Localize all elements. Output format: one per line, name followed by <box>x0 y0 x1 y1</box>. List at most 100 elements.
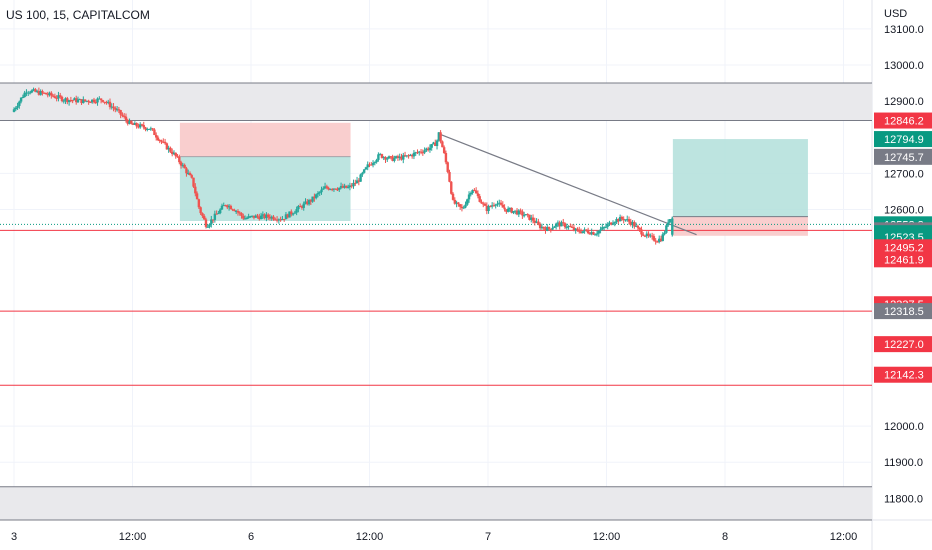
candle-body <box>656 241 659 243</box>
candle-body <box>389 156 393 158</box>
candle-body <box>350 185 353 187</box>
candle-body <box>46 94 49 96</box>
candle-body <box>668 219 672 223</box>
candle-body <box>27 92 30 94</box>
candle-body <box>99 98 103 101</box>
candle-body <box>583 229 586 232</box>
candle-body <box>112 106 115 109</box>
candle-body <box>370 164 373 166</box>
candle-body <box>274 219 277 221</box>
candle-body <box>55 97 58 99</box>
candle-body <box>414 152 417 154</box>
zone-gray <box>0 486 872 520</box>
candle-body <box>565 226 569 228</box>
candle-body <box>626 219 629 221</box>
time-tick-label: 8 <box>722 531 728 543</box>
candle-body <box>339 186 343 188</box>
candle-body <box>382 157 385 159</box>
candle-body <box>44 92 48 95</box>
candle-body <box>23 92 26 98</box>
price-tag <box>874 303 932 320</box>
candle-body <box>160 140 163 142</box>
candle-body <box>327 187 330 190</box>
candle-body <box>210 219 213 225</box>
candle-body <box>307 200 311 205</box>
candle-body <box>114 108 117 110</box>
candle-body <box>165 143 169 150</box>
candle-body <box>526 214 529 216</box>
candle-body <box>204 219 208 227</box>
price-tick-label: 13100.0 <box>884 24 924 36</box>
candle-body <box>73 98 76 101</box>
candle-body <box>631 222 634 225</box>
price-tags: 12846.212794.912745.712558.806:3312542.2… <box>874 112 932 383</box>
candle-body <box>649 235 652 237</box>
time-tick-label: 7 <box>485 531 491 543</box>
candle-body <box>158 140 161 142</box>
candle-body <box>28 92 32 94</box>
candle-body <box>647 233 650 236</box>
candle-body <box>410 154 414 157</box>
candle-body <box>517 210 521 215</box>
candle-body <box>654 240 657 242</box>
candle-body <box>661 234 664 241</box>
candle-body <box>487 206 490 212</box>
candle-body <box>121 114 124 116</box>
candle-body <box>306 201 309 205</box>
candle-body <box>402 155 405 160</box>
candle-body <box>430 144 433 148</box>
candle-body <box>405 155 409 157</box>
candle-body <box>71 100 74 102</box>
candle-body <box>288 211 291 218</box>
candle-body <box>444 153 448 163</box>
candle-body <box>170 151 174 155</box>
candle-body <box>91 99 94 103</box>
candle-body <box>94 102 97 104</box>
candle-body <box>618 216 622 222</box>
candle-body <box>332 188 336 190</box>
candle-body <box>579 231 583 233</box>
candle-body <box>133 123 137 125</box>
candle-body <box>37 90 41 95</box>
candle-body <box>473 189 476 191</box>
candle-body <box>451 193 455 200</box>
candle-body <box>304 201 307 204</box>
candle-body <box>606 224 609 227</box>
candle-body <box>139 124 142 128</box>
candle-body <box>542 226 545 229</box>
candle-body <box>663 232 666 235</box>
price-tick-label: 13000.0 <box>884 60 924 72</box>
candle-body <box>53 96 57 98</box>
candle-body <box>89 101 92 103</box>
candle-body <box>622 218 625 221</box>
candle-body <box>169 147 172 152</box>
candle-body <box>524 214 528 216</box>
price-tag-label: 12745.7 <box>884 152 924 164</box>
price-tag-label: 12142.3 <box>884 370 924 382</box>
candle-body <box>297 206 300 210</box>
candle-body <box>400 156 403 160</box>
candle-body <box>298 206 302 208</box>
candle-body <box>576 228 579 230</box>
candle-body <box>549 228 553 230</box>
candle-body <box>92 99 96 103</box>
candle-body <box>558 222 561 227</box>
candle-body <box>105 102 108 104</box>
candle-body <box>202 215 206 220</box>
candle-body <box>531 217 535 221</box>
candle-body <box>613 222 616 224</box>
candle-body <box>18 101 21 106</box>
candle-body <box>83 99 87 101</box>
candle-body <box>39 91 42 95</box>
candle-body <box>268 217 272 219</box>
candle-body <box>476 193 480 197</box>
candle-body <box>117 109 121 111</box>
candle-body <box>137 126 140 128</box>
candle-body <box>178 156 181 163</box>
candle-body <box>62 100 65 102</box>
candle-body <box>135 123 138 127</box>
candle-body <box>336 189 339 191</box>
candle-body <box>123 115 126 117</box>
candle-body <box>258 216 261 220</box>
